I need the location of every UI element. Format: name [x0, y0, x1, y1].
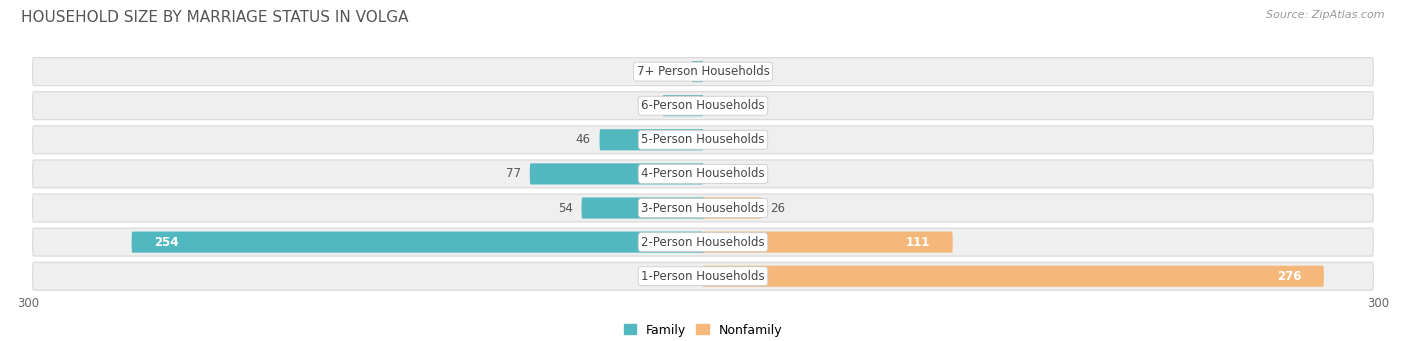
- Text: 54: 54: [558, 202, 572, 214]
- FancyBboxPatch shape: [32, 160, 1374, 188]
- Text: 7+ Person Households: 7+ Person Households: [637, 65, 769, 78]
- FancyBboxPatch shape: [32, 92, 1374, 120]
- FancyBboxPatch shape: [132, 232, 703, 253]
- FancyBboxPatch shape: [599, 129, 703, 150]
- FancyBboxPatch shape: [662, 95, 703, 116]
- FancyBboxPatch shape: [703, 232, 953, 253]
- Text: 5-Person Households: 5-Person Households: [641, 133, 765, 146]
- Text: 26: 26: [770, 202, 786, 214]
- FancyBboxPatch shape: [32, 228, 1374, 256]
- FancyBboxPatch shape: [703, 197, 762, 219]
- Text: 5: 5: [675, 65, 683, 78]
- FancyBboxPatch shape: [530, 163, 703, 184]
- FancyBboxPatch shape: [32, 262, 1374, 290]
- Text: 276: 276: [1277, 270, 1302, 283]
- Text: 46: 46: [575, 133, 591, 146]
- Legend: Family, Nonfamily: Family, Nonfamily: [619, 318, 787, 341]
- Text: 3-Person Households: 3-Person Households: [641, 202, 765, 214]
- FancyBboxPatch shape: [582, 197, 703, 219]
- Text: 2-Person Households: 2-Person Households: [641, 236, 765, 249]
- Text: 1-Person Households: 1-Person Households: [641, 270, 765, 283]
- FancyBboxPatch shape: [32, 126, 1374, 154]
- Text: 254: 254: [155, 236, 179, 249]
- Text: HOUSEHOLD SIZE BY MARRIAGE STATUS IN VOLGA: HOUSEHOLD SIZE BY MARRIAGE STATUS IN VOL…: [21, 10, 409, 25]
- Text: 111: 111: [905, 236, 931, 249]
- Text: Source: ZipAtlas.com: Source: ZipAtlas.com: [1267, 10, 1385, 20]
- FancyBboxPatch shape: [32, 58, 1374, 86]
- FancyBboxPatch shape: [703, 266, 1324, 287]
- FancyBboxPatch shape: [692, 61, 703, 82]
- Text: 77: 77: [506, 167, 520, 180]
- Text: 18: 18: [638, 99, 654, 112]
- Text: 6-Person Households: 6-Person Households: [641, 99, 765, 112]
- Text: 4-Person Households: 4-Person Households: [641, 167, 765, 180]
- FancyBboxPatch shape: [32, 194, 1374, 222]
